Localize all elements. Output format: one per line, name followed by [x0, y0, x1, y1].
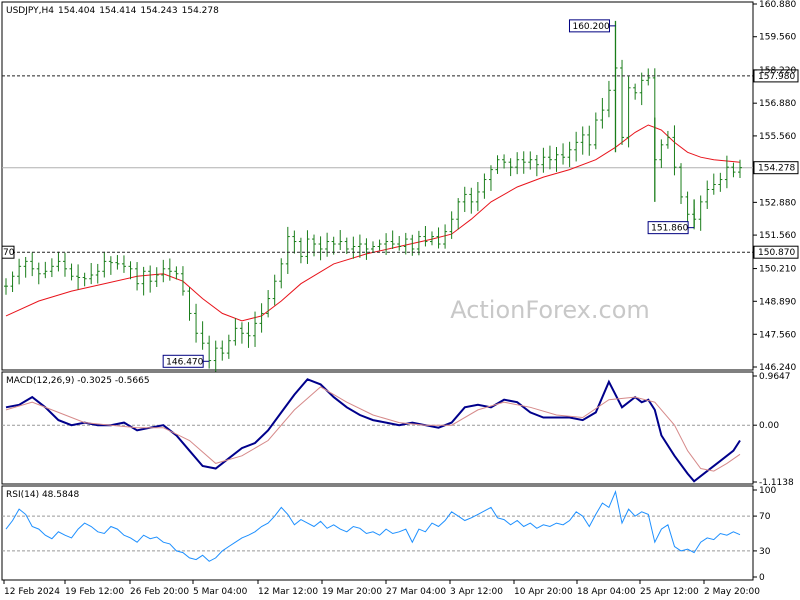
annotation-box [647, 221, 689, 235]
watermark: ActionForex.com [450, 296, 650, 324]
rsi-axis-label: 100 [759, 486, 776, 496]
price-pane-frame [1, 1, 754, 371]
annotation-box [568, 19, 610, 33]
time-axis-label: 27 Mar 04:00 [386, 587, 446, 597]
annotation-label: 160.200 [572, 22, 609, 32]
price-axis-label: 150.210 [759, 265, 796, 275]
time-axis-label: 12 Feb 2024 [4, 587, 60, 597]
time-axis-label: 2 May 20:00 [704, 587, 760, 597]
price-level-box [753, 69, 799, 83]
rsi-pane-frame [1, 485, 754, 581]
rsi-pane: RSI(14) 48.5848 100 70 30 0 [1, 485, 776, 583]
ohlc-close: 154.278 [182, 6, 219, 16]
rsi-line [5, 490, 741, 562]
time-axis-label: 18 Apr 04:00 [577, 587, 636, 597]
macd-axis-label: 0.00 [759, 421, 779, 431]
time-axis-label: 25 Apr 12:00 [640, 587, 699, 597]
current-price-label: 154.278 [758, 164, 795, 174]
rsi-axis-label: 30 [759, 547, 771, 557]
price-level-label: 150.870 [758, 248, 795, 258]
price-title-symbol: USDJPY,H4 [6, 6, 54, 16]
price-level-label: 157.980 [758, 72, 795, 82]
price-axis-label: 156.880 [759, 99, 796, 109]
macd-line [5, 378, 741, 483]
annotation-label: 146.470 [166, 357, 203, 367]
left-cut-label: 70 [3, 248, 15, 258]
macd-axis-label: 0.9647 [759, 372, 791, 382]
time-axis-label: 3 Apr 12:00 [450, 587, 503, 597]
price-axis-label: 146.240 [759, 363, 796, 373]
macd-pane-frame [1, 371, 754, 485]
time-axis: 12 Feb 2024 19 Feb 12:00 26 Feb 20:00 5 Mar… [3, 580, 760, 597]
price-axis-label: 160.880 [759, 0, 796, 10]
price-axis-label: 151.560 [759, 231, 796, 241]
price-axis-label: 152.880 [759, 198, 796, 208]
price-title: USDJPY,H4 154.404 154.414 154.243 154.278 [6, 6, 219, 16]
price-level-box [753, 245, 799, 259]
left-cut-box [1, 245, 15, 259]
ohlc-high: 154.414 [99, 6, 136, 16]
macd-pane: MACD(12,26,9) -0.3025 -0.5665 0.9647 0.00… [1, 371, 794, 488]
time-axis-label: 19 Feb 12:00 [65, 587, 124, 597]
price-axis-label: 155.560 [759, 132, 796, 142]
rsi-title: RSI(14) 48.5848 [6, 490, 79, 500]
price-axis-label: 148.890 [759, 297, 796, 307]
ohlc-open: 154.404 [58, 6, 95, 16]
ohlc-low: 154.243 [140, 6, 177, 16]
annotation-label: 151.860 [651, 224, 688, 234]
current-price-box [753, 161, 799, 175]
time-axis-label: 5 Mar 04:00 [193, 587, 248, 597]
time-axis-label: 10 Apr 20:00 [514, 587, 573, 597]
macd-signal-line [5, 386, 741, 472]
rsi-axis-label: 0 [759, 573, 765, 583]
price-axis-label: 158.220 [759, 66, 796, 76]
price-axis-label: 147.560 [759, 330, 796, 340]
price-pane: ActionForex.com 157.980 150.870 70 160.200… [1, 0, 799, 373]
time-axis-label: 12 Mar 12:00 [258, 587, 318, 597]
time-axis-label: 19 Mar 20:00 [322, 587, 382, 597]
macd-axis-label: -1.1138 [759, 478, 794, 488]
macd-title: MACD(12,26,9) -0.3025 -0.5665 [6, 376, 150, 386]
annotation-box [162, 354, 204, 368]
rsi-axis-label: 70 [759, 512, 771, 522]
time-axis-label: 26 Feb 20:00 [130, 587, 189, 597]
price-axis-label: 159.560 [759, 33, 796, 43]
